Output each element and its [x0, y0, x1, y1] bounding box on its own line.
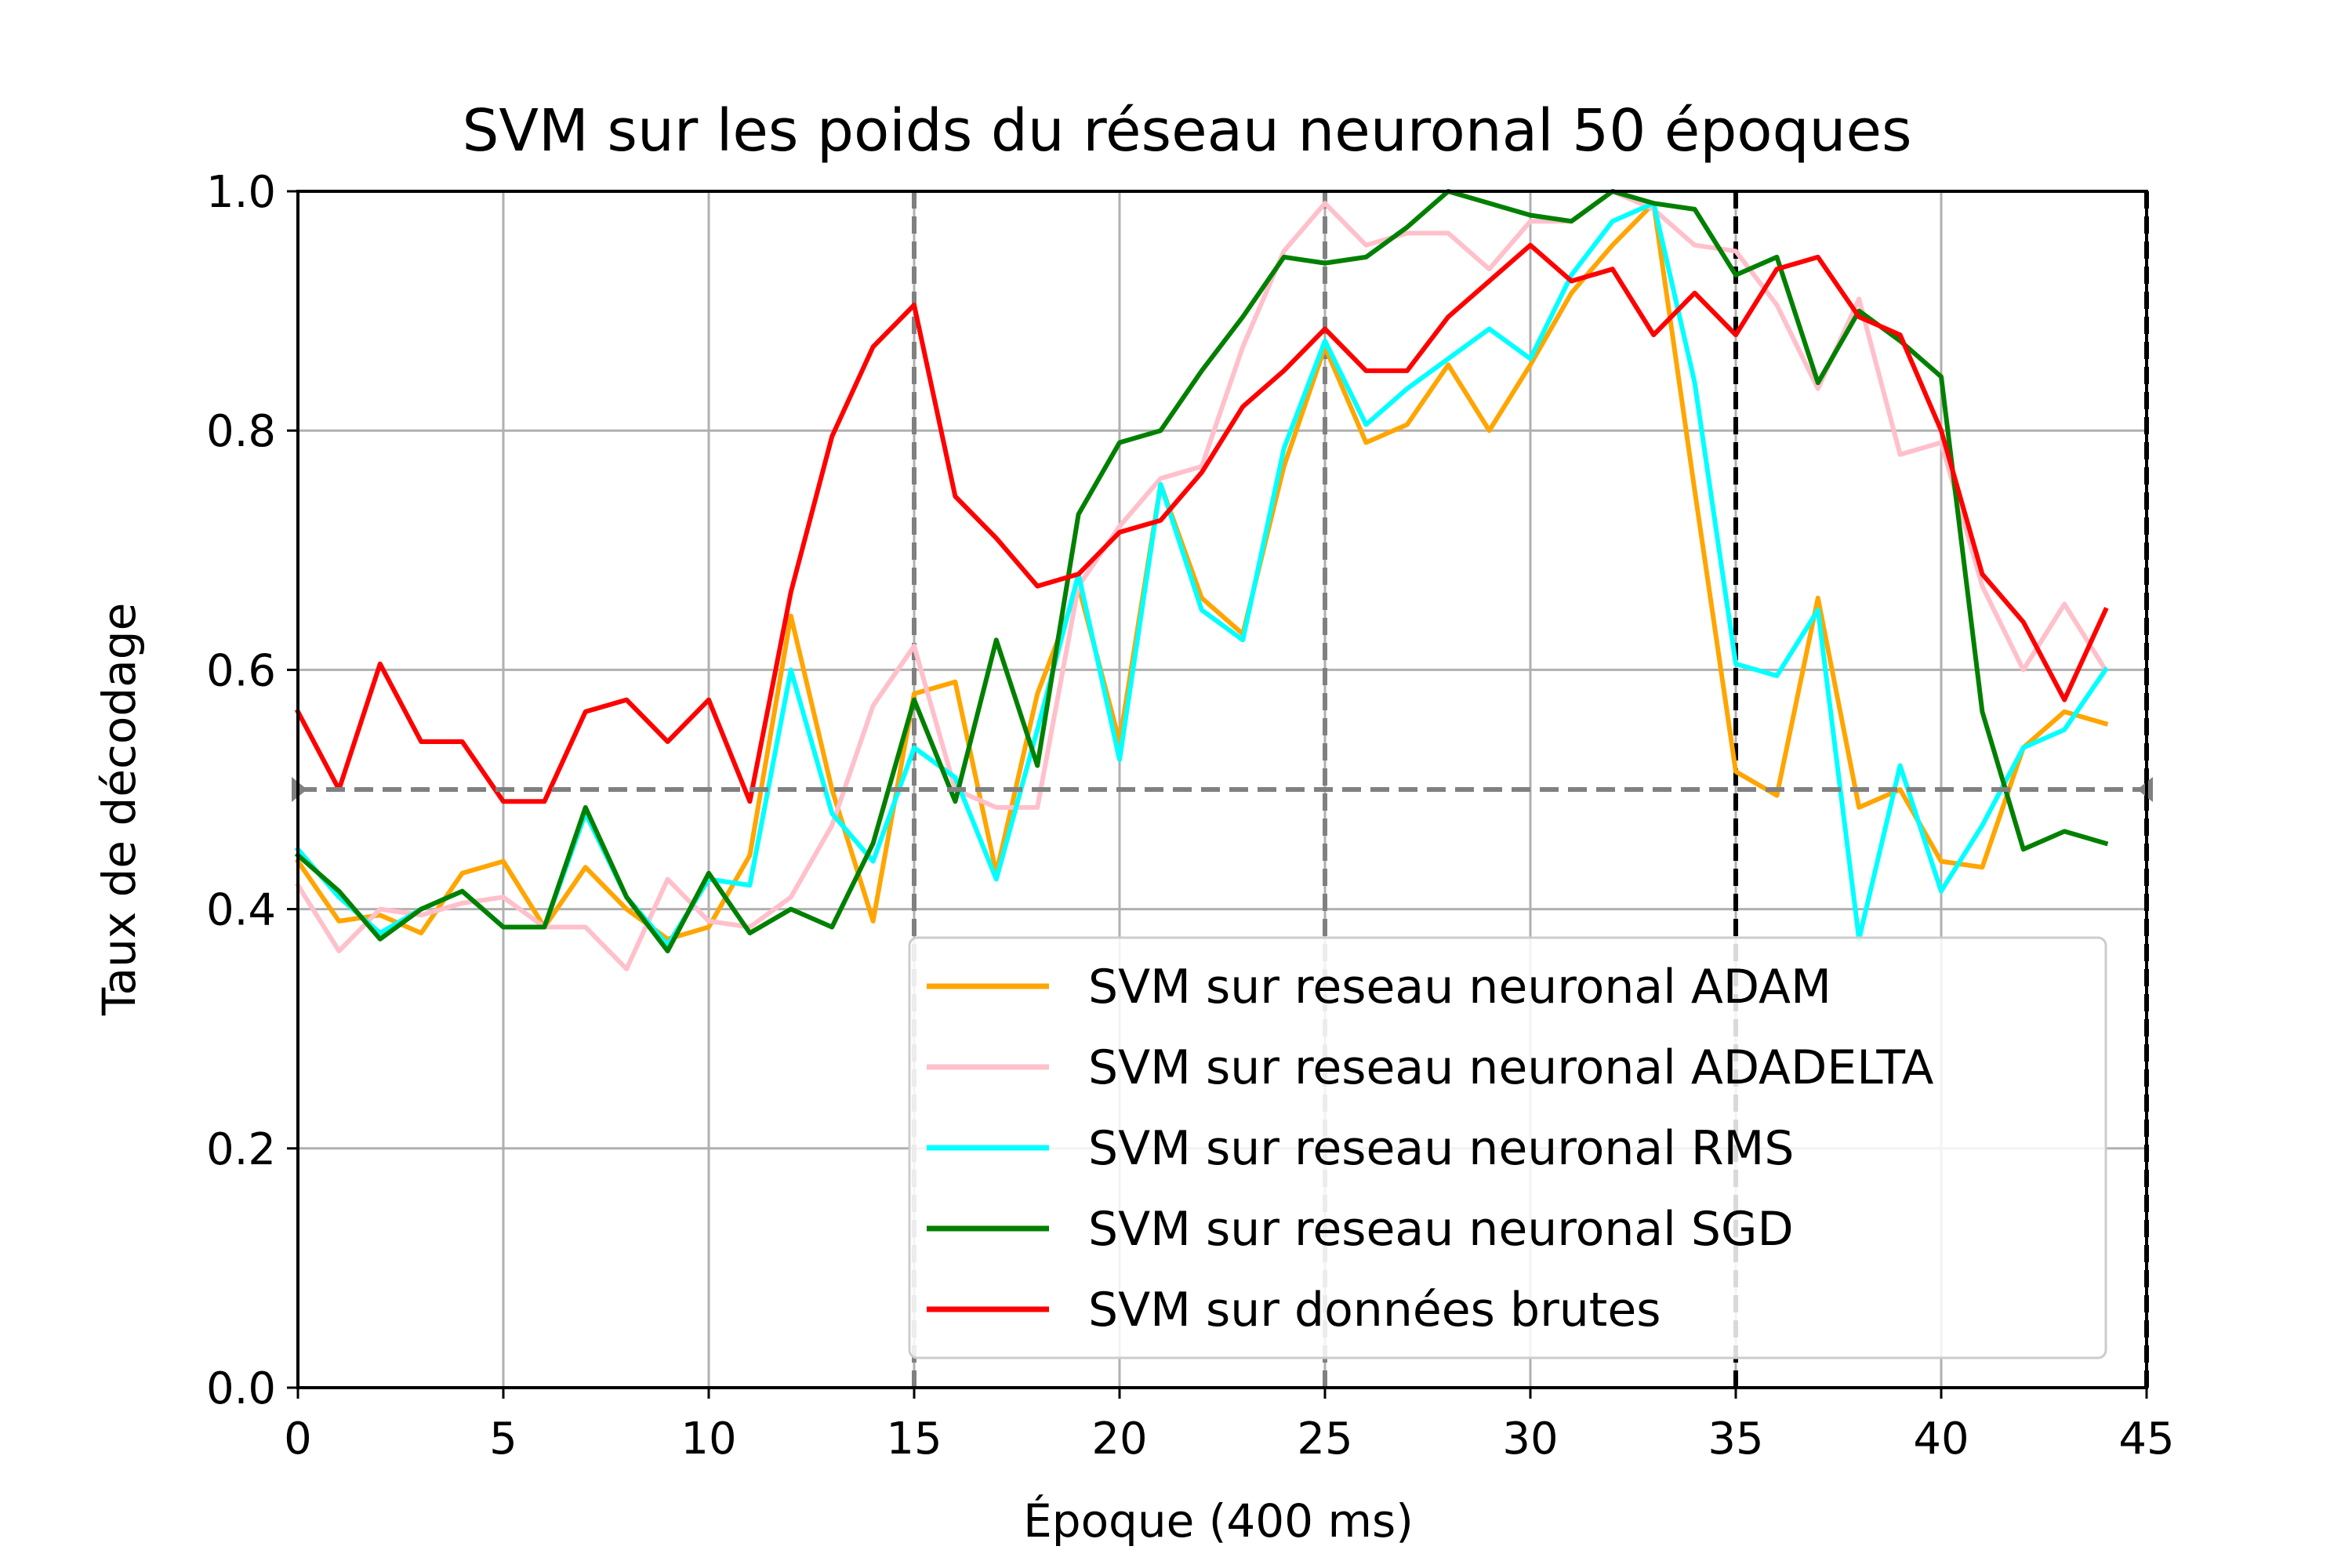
y-tick-label: 0.4	[206, 885, 276, 936]
legend-label-4: SVM sur reseau neuronal SGD	[1088, 1202, 1794, 1257]
x-tick-label: 20	[1091, 1414, 1147, 1465]
series-lines	[294, 189, 2109, 971]
x-tick-label: 10	[681, 1414, 736, 1465]
legend-label-2: SVM sur reseau neuronal ADADELTA	[1088, 1040, 1933, 1095]
chart-title: SVM sur les poids du réseau neuronal 50 …	[462, 97, 1911, 165]
axis-ticks: 0 5 10 15 20 25 30 35 40 45 0.0 0.2 0.4 0.6 0.8 1.0	[206, 167, 2175, 1465]
y-axis-label: Taux de décodage	[93, 603, 146, 1017]
x-tick-label: 5	[489, 1414, 517, 1465]
x-tick-label: 45	[2118, 1414, 2174, 1465]
legend: SVM sur reseau neuronal ADAM SVM sur rese…	[908, 936, 2107, 1359]
plot-frame	[296, 190, 2148, 1389]
x-tick-label: 15	[886, 1414, 942, 1465]
y-tick-label: 1.0	[206, 167, 276, 218]
series-line-3	[294, 201, 2109, 948]
x-tick-label: 35	[1708, 1414, 1763, 1465]
y-tick-label: 0.8	[206, 406, 276, 457]
x-tick-label: 30	[1502, 1414, 1558, 1465]
series-line-2	[294, 189, 2109, 971]
series-line-4	[294, 189, 2109, 953]
legend-label-5: SVM sur données brutes	[1088, 1283, 1661, 1338]
legend-label-1: SVM sur reseau neuronal ADAM	[1088, 960, 1831, 1014]
legend-label-3: SVM sur reseau neuronal RMS	[1088, 1121, 1794, 1176]
chance-level	[292, 777, 2153, 802]
x-tick-label: 0	[284, 1414, 312, 1465]
y-tick-label: 0.2	[206, 1124, 276, 1175]
x-axis-label: Époque (400 ms)	[1023, 1494, 1414, 1548]
series-line-1	[294, 201, 2109, 942]
x-tick-label: 40	[1913, 1414, 1969, 1465]
y-tick-label: 0.6	[206, 645, 276, 696]
x-tick-label: 25	[1297, 1414, 1352, 1465]
legend-box	[908, 936, 2107, 1359]
series-line-5	[294, 242, 2109, 804]
y-tick-label: 0.0	[206, 1363, 276, 1414]
